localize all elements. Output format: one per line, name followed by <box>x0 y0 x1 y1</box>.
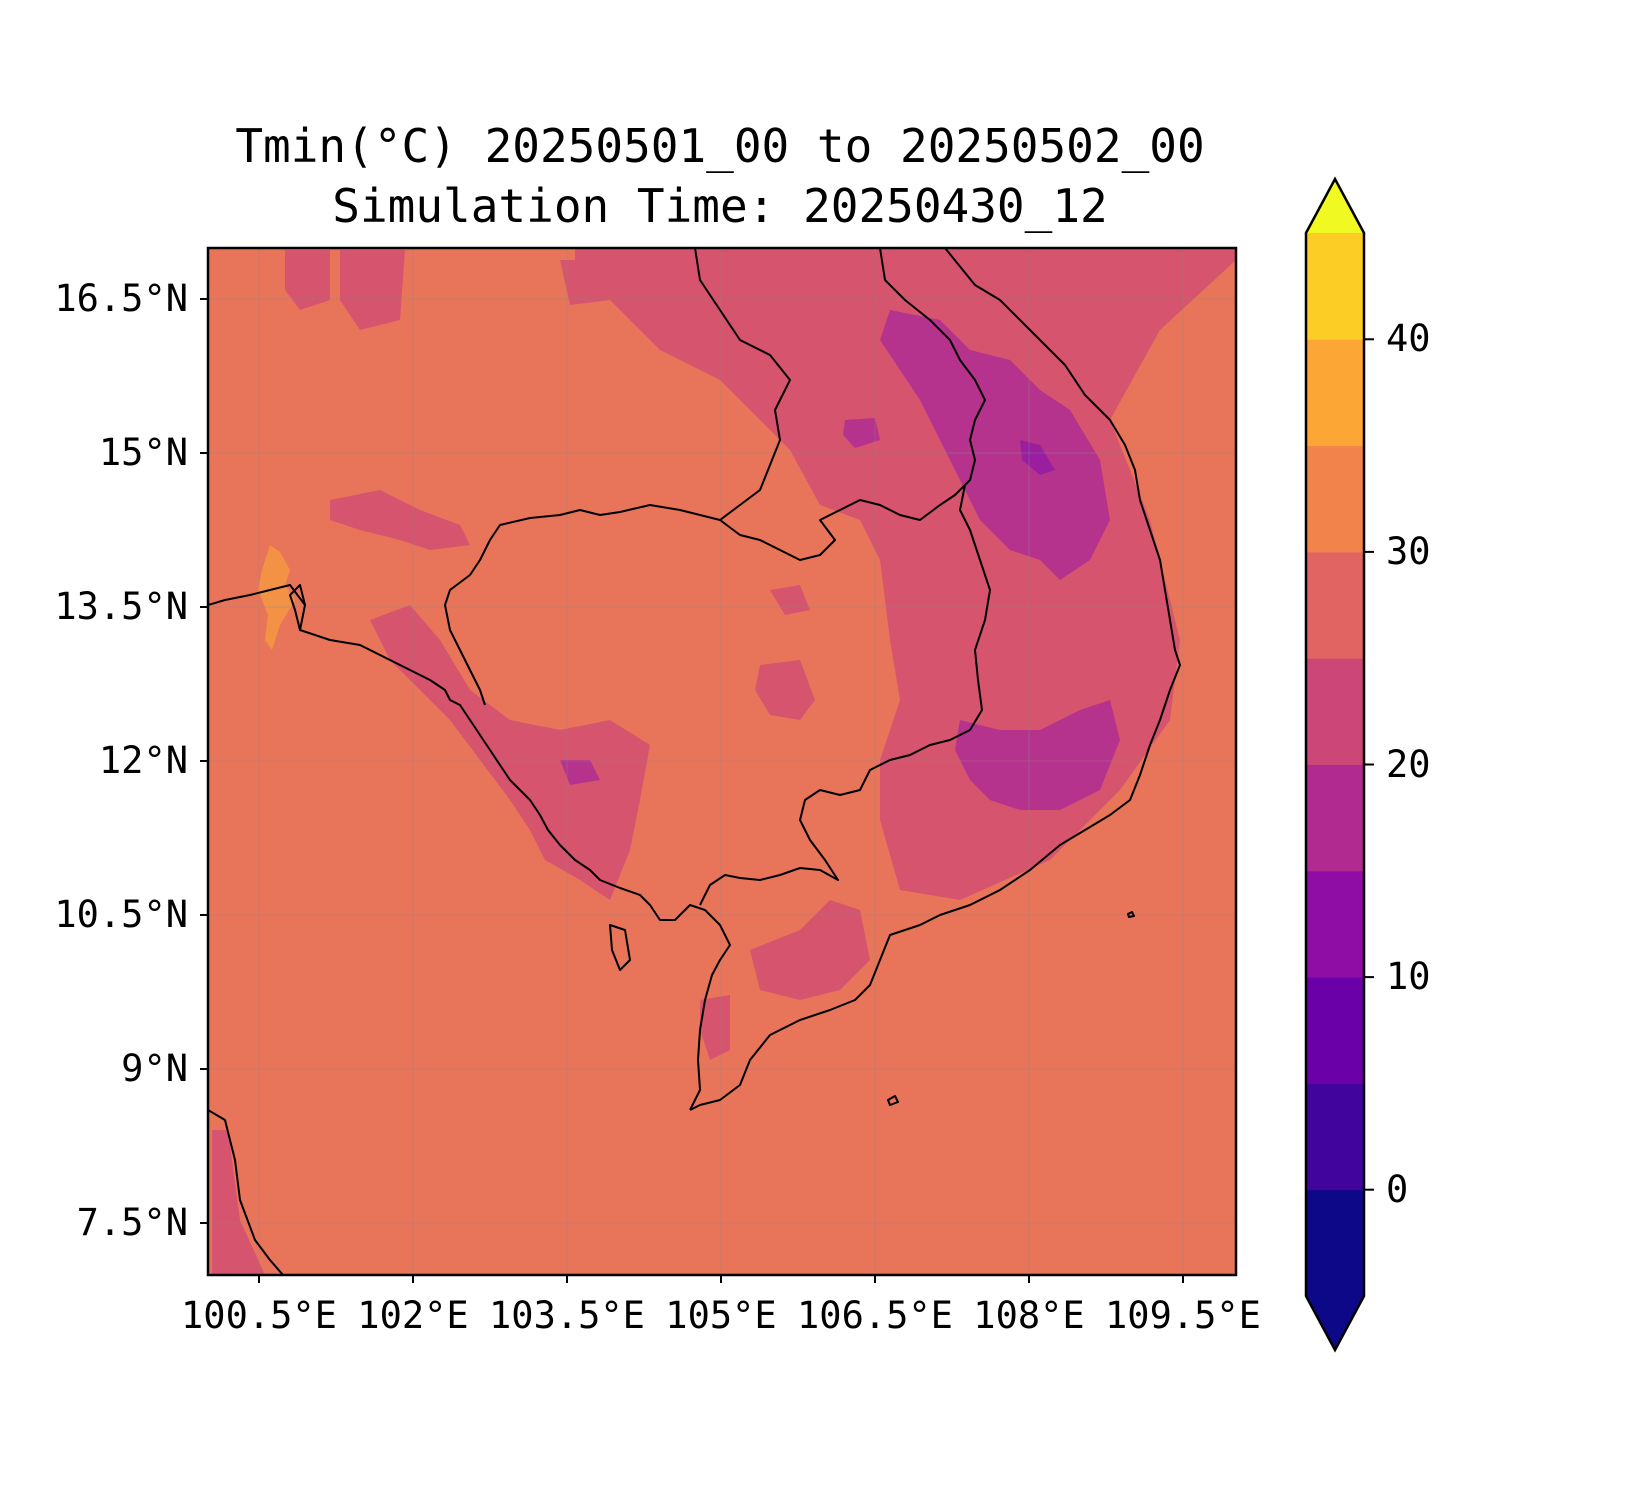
island-spot <box>1127 911 1135 918</box>
field-zone-central-cambodia <box>755 585 815 720</box>
coastline-vietnam <box>919 248 1181 926</box>
colorbar-band <box>1306 551 1364 659</box>
coastline-gulf-east <box>689 924 921 1111</box>
colorbar-tick-label: 0 <box>1386 1167 1409 1211</box>
x-tick-label: 108°E <box>973 1294 1085 1337</box>
x-tick-label: 100.5°E <box>181 1294 337 1337</box>
colorbar-band <box>1306 339 1364 447</box>
colorbar-band <box>1306 1189 1364 1297</box>
colorbar-band <box>1306 977 1364 1084</box>
colorbar-tick-label: 10 <box>1386 955 1431 999</box>
colorbar-band <box>1306 445 1364 553</box>
island-small <box>887 1095 899 1106</box>
border-cambodia-vietnam <box>699 484 991 906</box>
colorbar <box>1304 176 1374 1353</box>
border-thai-cambodia <box>444 504 701 706</box>
x-tick-label: 102°E <box>357 1294 469 1337</box>
y-tick-label: 12°N <box>98 739 188 782</box>
colorbar-tick-label: 30 <box>1386 529 1431 573</box>
field-zone-nw <box>285 250 610 330</box>
field-zone-band <box>330 490 470 550</box>
coastline-thailand-west <box>208 584 306 631</box>
coastline-peninsula <box>208 1109 284 1275</box>
y-tick-label: 16.5°N <box>54 277 188 320</box>
x-tick-label: 105°E <box>665 1294 777 1337</box>
border-laos-cambodia <box>719 484 966 561</box>
colorbar-outline <box>1304 176 1366 1353</box>
temperature-field <box>208 248 1236 1275</box>
y-tick-label: 15°N <box>98 431 188 474</box>
island-phuquoc <box>609 924 631 971</box>
x-tick-label: 106.5°E <box>797 1294 953 1337</box>
border-laos-vietnam <box>879 248 986 486</box>
field-zone-south-highlands <box>955 700 1120 810</box>
field-zone-warm-west <box>258 545 295 650</box>
field-zone-central-highlands <box>880 310 1110 580</box>
y-tick-label: 7.5°N <box>76 1201 188 1244</box>
colorbar-extend-min <box>1306 1296 1364 1350</box>
axis-ticks <box>200 298 1184 1283</box>
colorbar-band <box>1306 870 1364 978</box>
colorbar-tick-label: 20 <box>1386 742 1431 786</box>
title-line-2: Simulation Time: 20250430_12 <box>332 179 1108 233</box>
field-zone-delta <box>700 900 870 1060</box>
y-tick-label: 13.5°N <box>54 585 188 628</box>
field-zone-laos-spot <box>843 418 880 448</box>
coastline-camau <box>289 584 731 1111</box>
colorbar-band <box>1306 764 1364 872</box>
colorbar-band <box>1306 233 1364 340</box>
x-tick-label: 109.5°E <box>1105 1294 1261 1337</box>
field-zone-coldest-core <box>1020 440 1055 475</box>
map-gridlines <box>208 248 1236 1275</box>
colorbar-band <box>1306 1083 1364 1191</box>
colorbar-band <box>1306 658 1364 765</box>
y-tick-label: 9°N <box>121 1047 188 1090</box>
colorbar-extend-max <box>1306 179 1364 233</box>
border-thai-laos <box>694 248 791 521</box>
field-zone-cardamom-core <box>560 760 600 785</box>
field-zone-cardamom <box>370 605 650 900</box>
field-zone-southwest <box>212 1130 265 1275</box>
title-line-1: Tmin(°C) 20250501_00 to 20250502_00 <box>235 119 1205 173</box>
coastlines-and-borders <box>208 248 1181 1275</box>
colorbar-tick-label: 40 <box>1386 317 1431 361</box>
x-tick-label: 103.5°E <box>489 1294 645 1337</box>
y-tick-label: 10.5°N <box>54 893 188 936</box>
